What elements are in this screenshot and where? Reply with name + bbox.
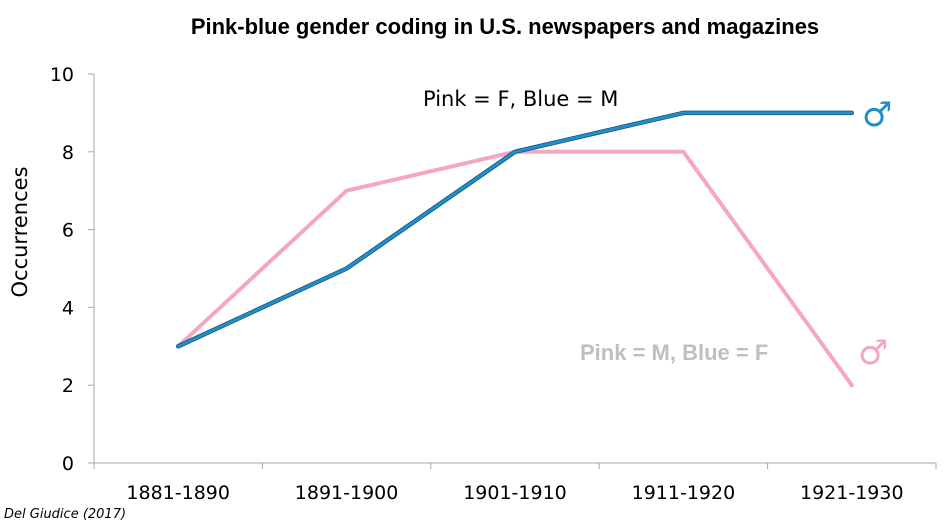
- x-tick-label: 1891-1900: [295, 482, 399, 504]
- x-tick-labels: 1881-1890 1891-1900 1901-1910 1911-1920 1921…: [126, 482, 903, 504]
- annotation-pink-f-blue-m: Pink = F, Blue = M: [423, 87, 618, 111]
- y-tick-label: 6: [62, 220, 74, 242]
- y-tick-labels: 0 2 4 6 8 10: [50, 64, 74, 475]
- male-symbol-icon-blue: ♂: [862, 95, 892, 135]
- axes: [88, 73, 937, 469]
- series-line-outline: [175, 110, 855, 349]
- y-tick-label: 4: [62, 297, 74, 319]
- x-tick-label: 1921-1930: [800, 482, 904, 504]
- annotation-pink-m-blue-f: Pink = M, Blue = F: [580, 340, 768, 365]
- y-tick-label: 2: [62, 375, 74, 397]
- source-credit: Del Giudice (2017): [4, 507, 126, 522]
- y-tick-label: 8: [62, 142, 74, 164]
- x-tick-label: 1911-1920: [632, 482, 736, 504]
- x-tick-label: 1881-1890: [126, 482, 230, 504]
- chart-title: Pink-blue gender coding in U.S. newspape…: [191, 14, 819, 39]
- y-tick-label: 0: [62, 453, 74, 475]
- series-line: [176, 111, 854, 348]
- y-axis-label: Occurrences: [8, 166, 32, 297]
- series-lines: [175, 110, 855, 388]
- male-symbol-icon-pink: ♂: [858, 333, 888, 373]
- x-tick-label: 1901-1910: [463, 482, 567, 504]
- y-tick-label: 10: [50, 64, 74, 86]
